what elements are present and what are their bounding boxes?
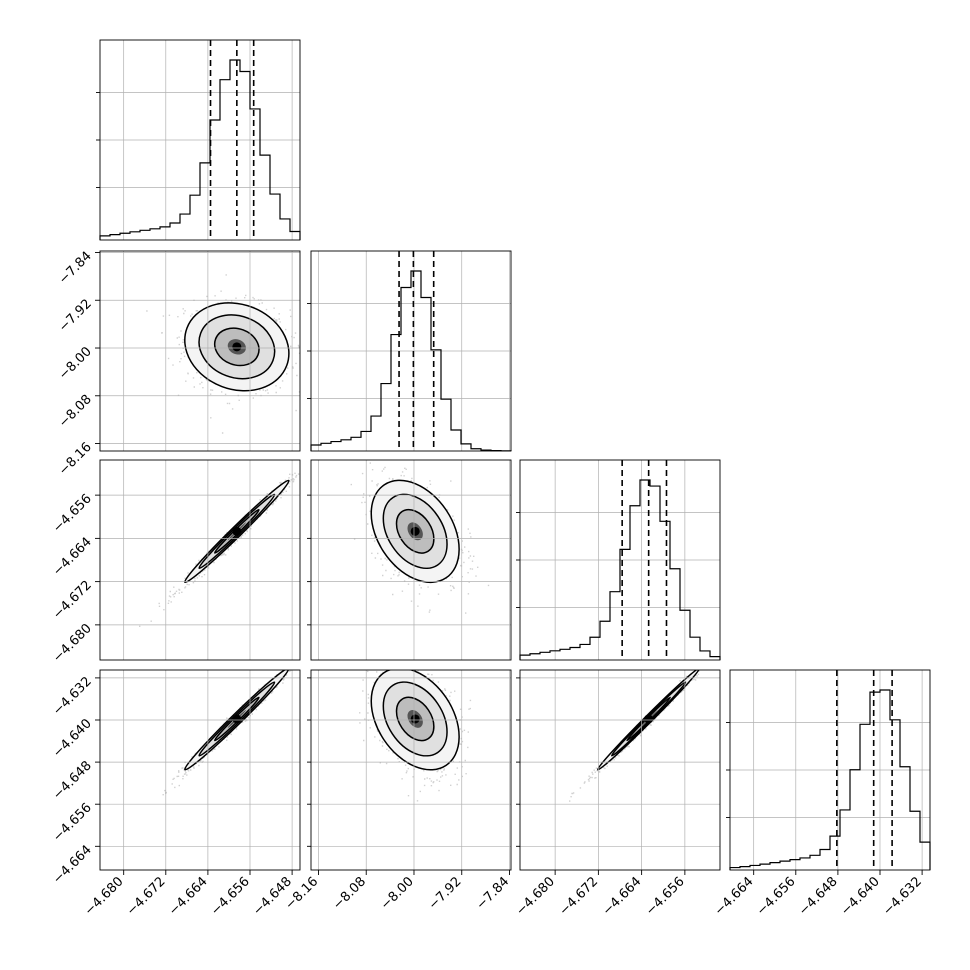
contour-line-0 <box>184 302 290 392</box>
contour-line-1 <box>382 493 448 570</box>
x-tick-label: −4.680 <box>513 874 558 919</box>
contour-line-1 <box>382 681 448 757</box>
x-tick-label: −4.672 <box>124 874 169 919</box>
x-tick-label: −4.672 <box>557 874 602 919</box>
panel-2-1 <box>310 459 512 661</box>
y-tick-label: −4.656 <box>50 491 95 536</box>
y-tick-label: −4.664 <box>50 843 95 888</box>
contour-line-1 <box>198 314 276 380</box>
density-peak <box>644 714 654 724</box>
y-tick-label: −4.656 <box>50 800 95 845</box>
y-tick-label: −7.92 <box>56 296 95 335</box>
density-peak <box>410 526 420 536</box>
contour-line-0 <box>184 670 290 771</box>
y-tick-label: −4.672 <box>50 578 95 623</box>
y-tick-label: −4.632 <box>50 674 95 719</box>
x-tick-label: −4.656 <box>643 874 688 919</box>
panel-1-0 <box>99 250 301 452</box>
panel-content-1-0 <box>146 274 300 434</box>
contour-line-0 <box>370 670 460 771</box>
y-tick-label: −4.640 <box>50 716 95 761</box>
x-tick-label: −7.92 <box>426 874 465 913</box>
x-tick-label: −4.632 <box>880 874 925 919</box>
x-tick-label: −4.640 <box>838 874 883 919</box>
panel-1-1 <box>310 250 512 452</box>
panel-3-3 <box>729 669 931 871</box>
y-tick-label: −8.08 <box>56 392 95 431</box>
x-tick-label: −4.656 <box>754 874 799 919</box>
panel-content-2-1 <box>350 462 490 614</box>
y-tick-label: −4.648 <box>50 758 95 803</box>
y-tick-label: −8.16 <box>56 440 95 479</box>
panel-0-0 <box>99 39 301 241</box>
y-tick-label: −8.00 <box>56 344 95 383</box>
density-peak <box>410 714 420 724</box>
x-tick-label: −7.84 <box>474 874 513 913</box>
panel-3-0 <box>99 669 301 871</box>
contour-line-2 <box>395 696 435 742</box>
panel-content-3-1 <box>359 670 472 802</box>
x-tick-label: −4.664 <box>166 874 211 919</box>
contour-line-2 <box>395 508 435 554</box>
y-tick-label: −4.680 <box>50 621 95 666</box>
y-tick-label: −4.664 <box>50 535 95 580</box>
density-peak <box>232 714 242 724</box>
y-tick-label: −7.84 <box>56 249 95 288</box>
contour-line-0 <box>184 479 290 584</box>
panel-content-3-2 <box>569 670 701 802</box>
x-tick-label: −4.656 <box>208 874 253 919</box>
density-peak <box>232 526 242 536</box>
histogram-2 <box>519 479 721 660</box>
panel-2-0 <box>99 459 301 661</box>
contour-line-2 <box>213 327 260 367</box>
contour-line-0 <box>370 479 460 584</box>
panel-content-3-0 <box>162 670 292 796</box>
density-peak <box>232 342 242 352</box>
panel-content-2-0 <box>139 472 300 627</box>
x-tick-label: −8.00 <box>378 874 417 913</box>
panel-2-2 <box>519 459 721 661</box>
panel-3-1 <box>310 669 512 871</box>
x-tick-label: −4.648 <box>796 874 841 919</box>
histogram-0 <box>99 59 301 240</box>
x-tick-label: −4.680 <box>82 874 127 919</box>
x-tick-label: −4.664 <box>600 874 645 919</box>
x-tick-label: −4.664 <box>712 874 757 919</box>
panel-3-2 <box>519 669 721 871</box>
x-tick-label: −8.08 <box>330 874 369 913</box>
histogram-1 <box>310 270 512 452</box>
histogram-3 <box>729 689 931 870</box>
